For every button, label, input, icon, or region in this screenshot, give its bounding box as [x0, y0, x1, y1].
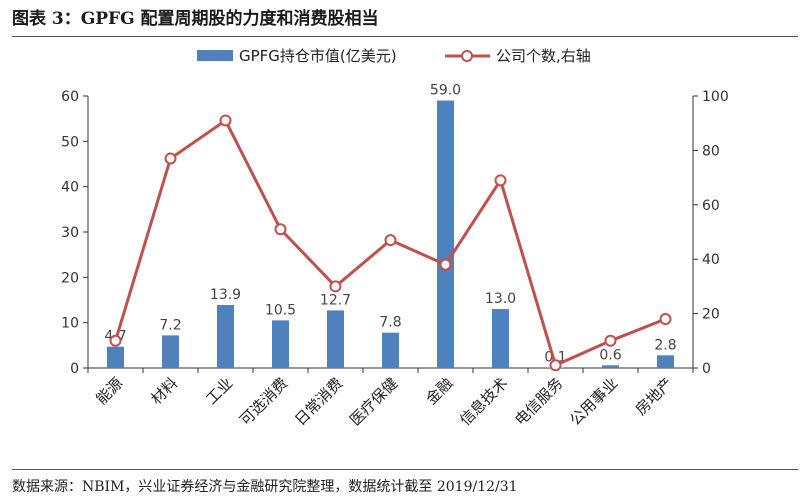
y-right-tick-label: 0: [702, 361, 711, 377]
bar-value-label: 7.2: [159, 317, 181, 333]
bar-value-label: 2.8: [654, 337, 676, 353]
y-right-tick-label: 20: [702, 307, 720, 323]
bar-value-label: 59.0: [430, 83, 461, 99]
combo-chart: GPFG持仓市值(亿美元) 公司个数,右轴 0 10 20 30 40 50 60 0 20 40…: [61, 47, 729, 429]
line-point: [494, 174, 507, 187]
bar: [602, 365, 619, 368]
category-label: 电信服务: [511, 374, 566, 429]
line-point: [219, 114, 232, 127]
bar: [107, 346, 124, 368]
bar: [437, 100, 454, 369]
line-point: [549, 359, 562, 372]
y-right-tick-label: 40: [702, 252, 720, 268]
legend-bar-swatch: [197, 50, 233, 61]
y-left-tick-label: 60: [61, 89, 79, 105]
line-series: [109, 114, 672, 372]
line-point: [164, 152, 177, 165]
page-title: 图表 3：GPFG 配置周期股的力度和消费股相当: [12, 9, 379, 29]
y-left-tick-label: 20: [61, 270, 79, 286]
source-divider: [12, 469, 798, 470]
category-label: 金融: [422, 374, 456, 408]
category-label: 信息技术: [456, 374, 511, 429]
line-point: [384, 234, 397, 247]
line-point: [329, 280, 342, 293]
legend-bar-label: GPFG持仓市值(亿美元): [239, 47, 397, 65]
category-label: 工业: [202, 374, 236, 408]
bar-value-label: 13.9: [210, 287, 241, 303]
y-right-tick-label: 80: [702, 143, 720, 159]
line-point: [109, 334, 122, 347]
category-labels: 能源 材料 工业 可选消费 日常消费 医疗保健 金融 信息技术 电信服务 公用事业 房地产: [92, 374, 676, 429]
source-note: 数据来源：NBIM，兴业证券经济与金融研究院整理，数据统计截至 2019/12/…: [12, 479, 518, 495]
category-label: 房地产: [632, 374, 677, 419]
y-left-tick-label: 30: [61, 225, 79, 241]
bar-value-label: 12.7: [320, 292, 351, 308]
bar: [272, 320, 289, 368]
line-point: [604, 334, 617, 347]
line-point: [274, 223, 287, 236]
legend-line-label: 公司个数,右轴: [496, 47, 591, 65]
y-right-tick-label: 100: [702, 89, 729, 105]
bar: [217, 304, 234, 368]
line-point: [659, 313, 672, 326]
category-label: 公用事业: [566, 374, 621, 429]
category-label: 医疗保健: [346, 374, 401, 429]
bar-value-label: 13.0: [485, 291, 516, 307]
y-left-tick-label: 50: [61, 134, 79, 150]
bar: [162, 335, 179, 368]
bar: [657, 355, 674, 368]
legend-line-marker: [461, 50, 473, 62]
category-label: 材料: [147, 374, 181, 408]
bar: [327, 310, 344, 368]
bar-value-label: 0.6: [599, 347, 621, 363]
bar-data-labels: 4.77.213.910.512.77.859.013.00.10.62.8: [104, 83, 676, 366]
bar: [382, 332, 399, 368]
y-left-tick-label: 10: [61, 316, 79, 332]
title-divider: [12, 36, 798, 37]
category-label: 日常消费: [291, 374, 346, 429]
category-label: 能源: [92, 374, 126, 408]
bar-value-label: 10.5: [265, 302, 296, 318]
chart-legend: GPFG持仓市值(亿美元) 公司个数,右轴: [197, 47, 591, 65]
bar-series: [107, 100, 674, 369]
category-label: 可选消费: [236, 374, 291, 429]
bar: [492, 309, 509, 368]
line-point: [439, 258, 452, 271]
y-left-tick-label: 40: [61, 180, 79, 196]
bar-value-label: 7.8: [379, 315, 401, 331]
y-right-tick-label: 60: [702, 198, 720, 214]
y-left-tick-label: 0: [70, 361, 79, 377]
